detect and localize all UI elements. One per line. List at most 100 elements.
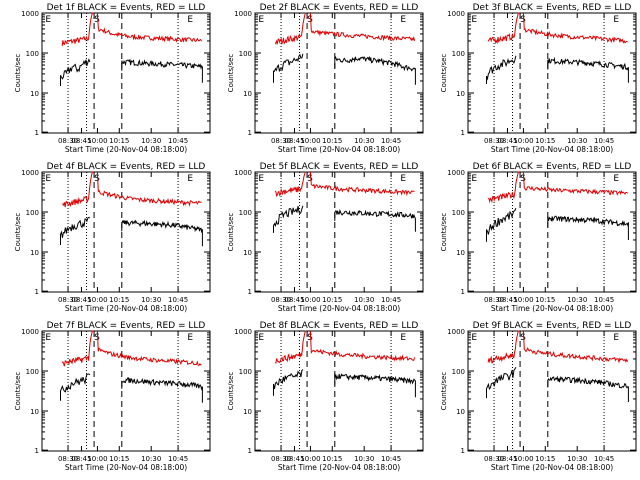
y-tick-label: 1 bbox=[461, 288, 465, 296]
x-axis-label: Start Time (20-Nov-04 08:18:00) bbox=[491, 463, 613, 472]
x-tick-label: 10:15 bbox=[322, 455, 342, 463]
y-tick-label: 10 bbox=[456, 249, 465, 257]
y-axis-label: Counts/sec bbox=[14, 372, 22, 411]
events-series-pre-line bbox=[60, 216, 91, 245]
x-tick-label: 08:45 bbox=[284, 455, 304, 463]
x-tick-label: 10:30 bbox=[567, 296, 587, 304]
y-axis-label: Counts/sec bbox=[440, 372, 448, 411]
segment-marker: E bbox=[400, 15, 406, 25]
x-tick-label: 10:30 bbox=[567, 137, 587, 145]
x-axis-label: Start Time (20-Nov-04 08:18:00) bbox=[491, 304, 613, 313]
x-tick-label: 10:45 bbox=[381, 296, 401, 304]
lld-series-post-line bbox=[309, 171, 415, 197]
x-tick-label: 10:30 bbox=[354, 296, 374, 304]
lld-series-post-line bbox=[96, 171, 202, 207]
x-tick-label: 10:30 bbox=[354, 455, 374, 463]
events-series-pre-line bbox=[273, 369, 304, 396]
y-axis-label: Counts/sec bbox=[227, 54, 235, 93]
y-tick-label: 100 bbox=[452, 368, 465, 376]
y-tick-label: 1000 bbox=[234, 10, 252, 18]
y-tick-label: 1000 bbox=[21, 169, 39, 177]
lld-series-pre-line bbox=[274, 12, 307, 46]
x-tick-label: 10:15 bbox=[535, 455, 555, 463]
segment-marker: E bbox=[471, 333, 477, 343]
x-tick-label: 10:45 bbox=[594, 137, 614, 145]
segment-marker: S bbox=[94, 333, 100, 343]
segment-marker: E bbox=[45, 333, 51, 343]
y-tick-label: 100 bbox=[239, 209, 252, 217]
x-tick-label: 10:15 bbox=[109, 137, 129, 145]
x-tick-label: 10:30 bbox=[567, 455, 587, 463]
x-tick-label: 08:30 bbox=[58, 296, 78, 304]
y-tick-label: 10 bbox=[243, 249, 252, 257]
segment-marker: E bbox=[400, 174, 406, 184]
segment-marker: E bbox=[613, 15, 619, 25]
x-tick-label: 10:15 bbox=[535, 296, 555, 304]
segment-marker: S bbox=[520, 333, 526, 343]
x-tick-label: 10:30 bbox=[354, 137, 374, 145]
y-tick-label: 1000 bbox=[21, 10, 39, 18]
segment-marker: E bbox=[400, 333, 406, 343]
x-tick-label: 10:00 bbox=[87, 137, 107, 145]
x-axis-label: Start Time (20-Nov-04 08:18:00) bbox=[65, 145, 187, 154]
x-tick-label: 08:30 bbox=[484, 296, 504, 304]
panel-title: Det 1f BLACK = Events, RED = LLD bbox=[47, 3, 206, 13]
y-tick-label: 1 bbox=[35, 288, 39, 296]
segment-marker: E bbox=[258, 333, 264, 343]
x-tick-label: 08:45 bbox=[71, 137, 91, 145]
x-axis-label: Start Time (20-Nov-04 08:18:00) bbox=[278, 463, 400, 472]
segment-marker: E bbox=[187, 333, 193, 343]
y-tick-label: 100 bbox=[452, 50, 465, 58]
y-tick-label: 1000 bbox=[447, 169, 465, 177]
y-tick-label: 100 bbox=[26, 209, 39, 217]
plot-frame bbox=[467, 171, 637, 293]
y-tick-label: 100 bbox=[239, 368, 252, 376]
y-axis-label: Counts/sec bbox=[440, 54, 448, 93]
segment-marker: E bbox=[471, 15, 477, 25]
panel-6: Det 6f BLACK = Events, RED = LLD 1 10 100 10… bbox=[440, 162, 637, 313]
x-axis-label: Start Time (20-Nov-04 08:18:00) bbox=[65, 304, 187, 313]
x-tick-label: 10:00 bbox=[300, 296, 320, 304]
y-tick-label: 1000 bbox=[21, 328, 39, 336]
panel-5: Det 5f BLACK = Events, RED = LLD 1 10 100 10… bbox=[227, 162, 424, 313]
events-series-post-line bbox=[334, 55, 416, 85]
x-tick-label: 10:45 bbox=[168, 455, 188, 463]
y-tick-label: 1 bbox=[35, 447, 39, 455]
lld-series-pre-line bbox=[487, 330, 520, 364]
y-tick-label: 100 bbox=[452, 209, 465, 217]
plot-frame bbox=[254, 12, 424, 134]
events-series-pre-line bbox=[273, 53, 304, 83]
lld-series-pre-line bbox=[62, 171, 94, 208]
x-tick-label: 08:30 bbox=[271, 455, 291, 463]
lld-series-pre-line bbox=[274, 171, 307, 197]
events-series-post-line bbox=[121, 219, 203, 247]
y-tick-label: 10 bbox=[243, 90, 252, 98]
plot-frame bbox=[467, 12, 637, 134]
panel-3: Det 3f BLACK = Events, RED = LLD 1 10 100 10… bbox=[440, 3, 637, 154]
x-tick-label: 08:30 bbox=[271, 137, 291, 145]
y-axis-label: Counts/sec bbox=[440, 213, 448, 252]
x-tick-label: 08:30 bbox=[58, 137, 78, 145]
events-series-pre-line bbox=[60, 58, 91, 86]
y-tick-label: 1 bbox=[461, 447, 465, 455]
x-tick-label: 10:00 bbox=[87, 455, 107, 463]
x-tick-label: 08:45 bbox=[497, 137, 517, 145]
lld-series-post-line bbox=[522, 171, 628, 196]
x-tick-label: 08:30 bbox=[484, 137, 504, 145]
plot-frame bbox=[467, 330, 637, 452]
x-axis-label: Start Time (20-Nov-04 08:18:00) bbox=[278, 145, 400, 154]
events-series-pre-line bbox=[486, 367, 517, 399]
x-tick-label: 08:45 bbox=[497, 455, 517, 463]
y-tick-label: 100 bbox=[26, 50, 39, 58]
events-series-post-line bbox=[547, 375, 629, 402]
segment-marker: S bbox=[94, 15, 100, 25]
panel-title: Det 6f BLACK = Events, RED = LLD bbox=[473, 162, 632, 172]
x-tick-label: 10:00 bbox=[87, 296, 107, 304]
segment-marker: E bbox=[258, 15, 264, 25]
x-tick-label: 10:45 bbox=[594, 455, 614, 463]
lld-series-post-line bbox=[309, 330, 416, 362]
x-tick-label: 10:30 bbox=[141, 296, 161, 304]
x-tick-label: 10:15 bbox=[535, 137, 555, 145]
x-tick-label: 10:00 bbox=[300, 455, 320, 463]
